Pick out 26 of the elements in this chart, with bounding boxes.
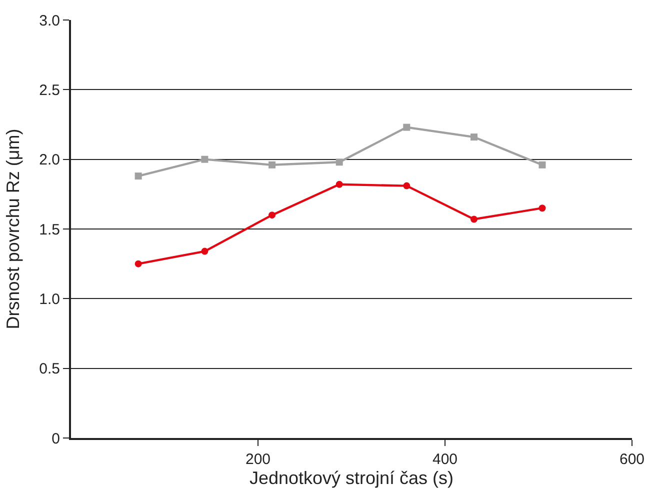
point (201, 248, 208, 255)
y-tick-label: 2.5 (39, 82, 60, 99)
point (538, 204, 546, 212)
y-tick-label: 1.0 (39, 290, 60, 308)
point (134, 260, 142, 268)
point (403, 182, 410, 190)
point (336, 180, 343, 188)
point (268, 212, 276, 219)
y-tick-label: 3.0 (39, 12, 60, 30)
point (134, 172, 142, 180)
y-tick-label: 1.5 (39, 221, 60, 238)
point (470, 216, 478, 223)
point (268, 161, 276, 168)
y-tick-label: 0 (52, 430, 60, 448)
point (470, 134, 478, 141)
x-tick-label: 200 (245, 451, 271, 468)
y-axis-title: Drsnost povrchu Rz (μm) (2, 128, 23, 330)
x-axis-title: Jednotkový strojní čas (s) (249, 468, 454, 488)
y-tick-label: 2.0 (39, 152, 60, 169)
y-tick-label: 0.5 (39, 360, 60, 378)
x-tick-label: 400 (432, 451, 458, 468)
point (201, 156, 208, 163)
x-tick-label: 600 (619, 451, 645, 468)
point (336, 158, 343, 166)
point (403, 124, 410, 131)
point (538, 161, 546, 168)
